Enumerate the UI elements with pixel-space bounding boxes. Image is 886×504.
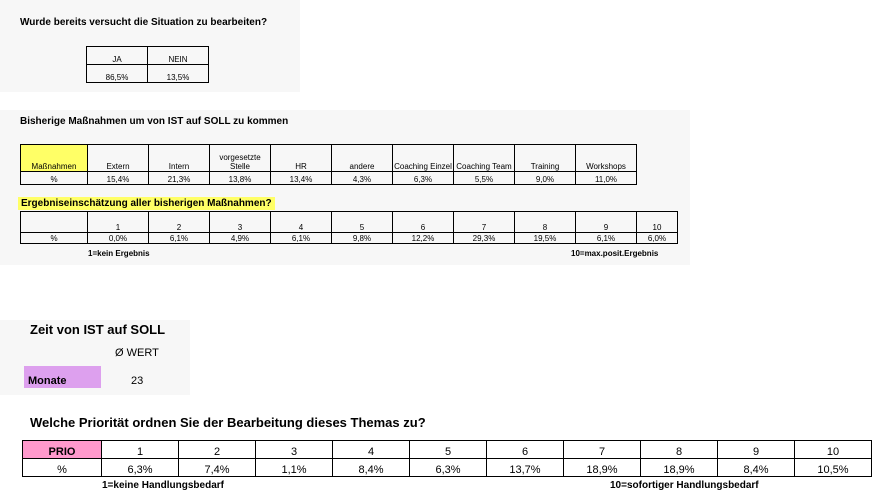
section4-title: Zeit von IST auf SOLL <box>30 322 166 337</box>
section2-title: Bisherige Maßnahmen um von IST auf SOLL … <box>20 116 289 127</box>
value-cell: 8,4% <box>717 458 795 477</box>
value-cell: 6,1% <box>148 232 210 244</box>
months-label: Monate <box>24 366 101 388</box>
priority-table: PRIO 1 2 3 4 5 6 7 8 9 10 % 6,3% 7,4% 1,… <box>22 440 872 477</box>
value-cell: 11,0% <box>575 171 637 185</box>
header-cell: Intern <box>148 144 210 172</box>
header-cell: 10 <box>794 440 872 459</box>
value-cell: 18,9% <box>563 458 641 477</box>
yes-no-table: JA NEIN 86,5% 13,5% <box>86 46 209 83</box>
value-cell: 21,3% <box>148 171 210 185</box>
header-cell: HR <box>270 144 332 172</box>
header-cell: 10 <box>636 211 678 233</box>
value-cell: 13,7% <box>486 458 564 477</box>
header-cell: 5 <box>409 440 487 459</box>
value-cell: 0,0% <box>87 232 149 244</box>
value-cell: 29,3% <box>453 232 515 244</box>
measures-table: Maßnahmen Extern Intern vorgesetzte Stel… <box>20 144 637 185</box>
header-cell: 1 <box>87 211 149 233</box>
value-cell: 18,9% <box>640 458 718 477</box>
header-cell: vorgesetzte Stelle <box>209 144 271 172</box>
header-cell: 3 <box>255 440 333 459</box>
header-cell: Training <box>514 144 576 172</box>
section3-title: Ergebniseinschätzung aller bisherigen Ma… <box>18 197 275 210</box>
value-cell: 7,4% <box>178 458 256 477</box>
header-cell: 7 <box>563 440 641 459</box>
value-cell: 13,8% <box>209 171 271 185</box>
row-label-header <box>20 211 88 233</box>
header-cell: 6 <box>392 211 454 233</box>
value-cell-ja: 86,5% <box>86 64 148 83</box>
header-cell: 4 <box>270 211 332 233</box>
section1-title: Wurde bereits versucht die Situation zu … <box>20 17 268 28</box>
value-cell: 4,3% <box>331 171 393 185</box>
row-label-values: % <box>20 171 88 185</box>
header-cell: 4 <box>332 440 410 459</box>
header-cell: 9 <box>717 440 795 459</box>
results-note-right: 10=max.posit.Ergebnis <box>571 249 659 258</box>
row-label-header: Maßnahmen <box>20 144 88 172</box>
value-cell: 4,9% <box>209 232 271 244</box>
value-cell: 19,5% <box>514 232 576 244</box>
header-cell: 8 <box>640 440 718 459</box>
value-cell: 6,1% <box>270 232 332 244</box>
value-cell: 6,0% <box>636 232 678 244</box>
value-cell: 1,1% <box>255 458 333 477</box>
value-cell: 6,3% <box>409 458 487 477</box>
priority-note-right: 10=sofortiger Handlungsbedarf <box>610 480 759 491</box>
value-cell: 10,5% <box>794 458 872 477</box>
header-cell: 5 <box>331 211 393 233</box>
header-cell-nein: NEIN <box>147 46 209 65</box>
row-label-values: % <box>22 458 102 477</box>
value-cell: 6,1% <box>575 232 637 244</box>
header-cell: 2 <box>148 211 210 233</box>
value-cell-nein: 13,5% <box>147 64 209 83</box>
header-cell: 8 <box>514 211 576 233</box>
value-cell: 13,4% <box>270 171 332 185</box>
value-cell: 12,2% <box>392 232 454 244</box>
value-cell: 5,5% <box>453 171 515 185</box>
row-label-values: % <box>20 232 88 244</box>
header-cell: 1 <box>101 440 179 459</box>
header-cell: Coaching Einzel <box>392 144 454 172</box>
results-table: 1 2 3 4 5 6 7 8 9 10 % 0,0% 6,1% 4,9% 6,… <box>20 211 678 244</box>
header-cell: 2 <box>178 440 256 459</box>
value-cell: 6,3% <box>101 458 179 477</box>
value-cell: 9,0% <box>514 171 576 185</box>
value-cell: 15,4% <box>87 171 149 185</box>
section5-title: Welche Priorität ordnen Sie der Bearbeit… <box>30 415 426 430</box>
value-cell: 6,3% <box>392 171 454 185</box>
average-header: Ø WERT <box>115 347 159 359</box>
header-cell-ja: JA <box>86 46 148 65</box>
months-value: 23 <box>131 375 144 387</box>
row-label-header: PRIO <box>22 440 102 459</box>
value-cell: 8,4% <box>332 458 410 477</box>
value-cell: 9,8% <box>331 232 393 244</box>
header-cell: 6 <box>486 440 564 459</box>
header-cell: 7 <box>453 211 515 233</box>
header-cell: Coaching Team <box>453 144 515 172</box>
header-cell: andere <box>331 144 393 172</box>
results-note-left: 1=kein Ergebnis <box>88 249 150 258</box>
header-cell: Extern <box>87 144 149 172</box>
priority-note-left: 1=keine Handlungsbedarf <box>102 480 224 491</box>
header-cell: 3 <box>209 211 271 233</box>
header-cell: 9 <box>575 211 637 233</box>
header-cell: Workshops <box>575 144 637 172</box>
